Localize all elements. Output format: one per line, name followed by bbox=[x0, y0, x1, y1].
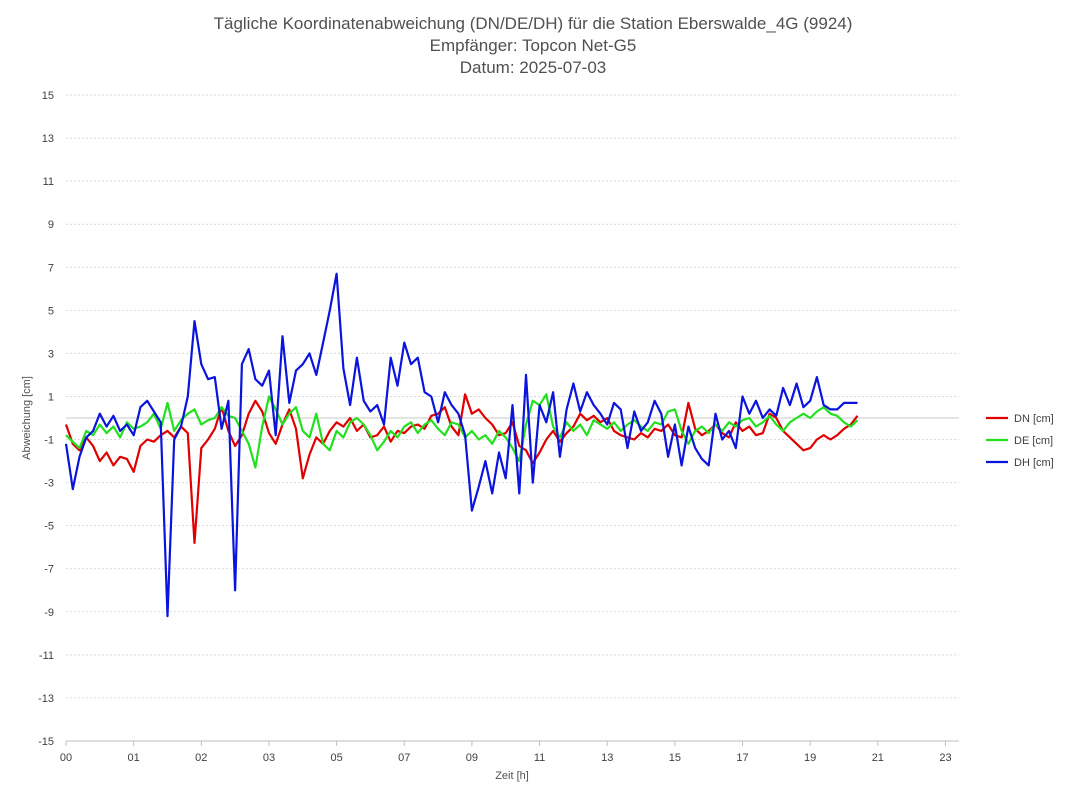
gridlines bbox=[66, 94, 959, 742]
chart-title-line-3: Datum: 2025-07-03 bbox=[460, 58, 606, 77]
x-tick-label: 00 bbox=[60, 752, 72, 764]
x-tick-label: 01 bbox=[128, 752, 140, 764]
y-tick-label: 5 bbox=[48, 305, 54, 317]
series-line-de bbox=[65, 393, 859, 469]
series-line-dh bbox=[64, 272, 858, 618]
x-tick-label: 09 bbox=[466, 752, 478, 764]
x-tick-label: 05 bbox=[330, 752, 342, 764]
legend-label-de: DE [cm] bbox=[1014, 435, 1053, 447]
x-axis: 00 01 02 03 05 07 09 11 13 15 17 19 21 23 bbox=[60, 740, 959, 764]
x-tick-label: 03 bbox=[263, 752, 275, 764]
series-lines bbox=[64, 272, 859, 618]
x-tick-label: 21 bbox=[872, 752, 884, 764]
x-tick-label: 19 bbox=[804, 752, 816, 764]
legend-label-dn: DN [cm] bbox=[1014, 413, 1054, 425]
y-tick-label: 1 bbox=[48, 391, 54, 403]
chart-title-line-1: Tägliche Koordinatenabweichung (DN/DE/DH… bbox=[214, 14, 853, 33]
y-tick-label: -3 bbox=[44, 478, 54, 490]
x-tick-label: 13 bbox=[601, 752, 613, 764]
y-tick-label: -15 bbox=[38, 736, 54, 748]
x-tick-label: 17 bbox=[736, 752, 748, 764]
y-tick-label: 7 bbox=[48, 262, 54, 274]
y-tick-label: 11 bbox=[43, 176, 54, 188]
y-tick-label: -11 bbox=[39, 650, 54, 662]
y-tick-label: 3 bbox=[48, 348, 54, 360]
x-tick-label: 07 bbox=[398, 752, 410, 764]
y-tick-label: -5 bbox=[44, 521, 54, 533]
x-axis-label: Zeit [h] bbox=[495, 770, 529, 782]
x-tick-label: 15 bbox=[669, 752, 681, 764]
x-tick-label: 11 bbox=[534, 752, 545, 764]
chart-title: Tägliche Koordinatenabweichung (DN/DE/DH… bbox=[214, 14, 853, 77]
chart-title-line-2: Empfänger: Topcon Net-G5 bbox=[430, 36, 637, 55]
x-tick-label: 23 bbox=[939, 752, 951, 764]
y-tick-label: 13 bbox=[42, 133, 54, 145]
y-tick-label: -7 bbox=[44, 564, 54, 576]
y-tick-label: -9 bbox=[44, 607, 54, 619]
y-tick-label: 15 bbox=[42, 90, 54, 102]
y-tick-label: -13 bbox=[38, 693, 54, 705]
legend-label-dh: DH [cm] bbox=[1014, 457, 1054, 469]
x-tick-label: 02 bbox=[195, 752, 207, 764]
y-axis-label: Abweichung [cm] bbox=[21, 376, 33, 460]
legend: DN [cm] DE [cm] DH [cm] bbox=[986, 413, 1054, 469]
y-tick-label: 9 bbox=[48, 219, 54, 231]
y-tick-label: -1 bbox=[44, 435, 54, 447]
